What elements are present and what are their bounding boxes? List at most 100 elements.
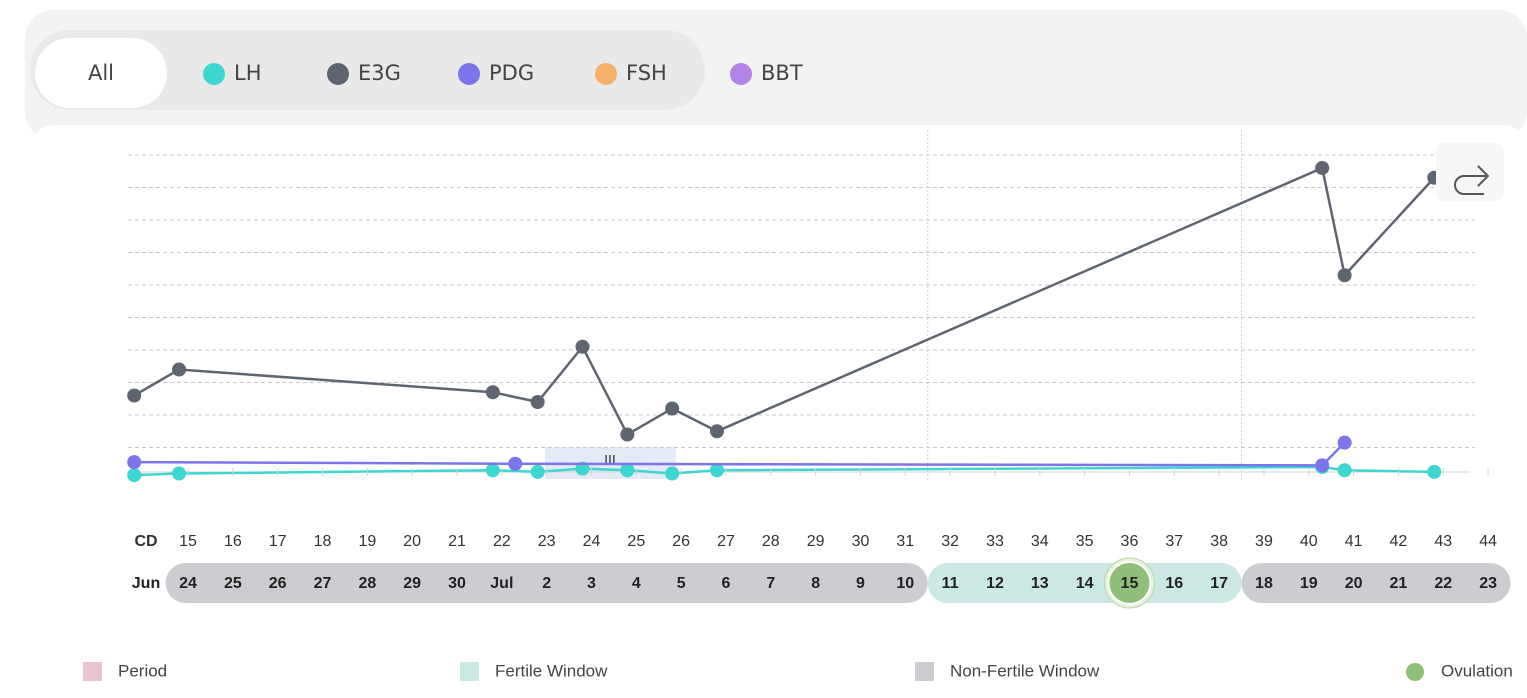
data-point	[485, 385, 500, 400]
date-label: 5	[677, 575, 686, 592]
data-point	[530, 395, 545, 409]
x-tick-label: 17	[269, 533, 287, 550]
scroll-grip: III	[604, 452, 616, 468]
date-label: 18	[1255, 575, 1273, 592]
legend-label: Period	[118, 661, 167, 680]
x-tick-label: 30	[852, 533, 870, 550]
x-tick-label: 40	[1300, 533, 1318, 550]
date-label: 10	[896, 575, 914, 592]
tab-label: E3G	[358, 61, 401, 85]
tab-group	[30, 30, 705, 110]
data-point	[1337, 435, 1352, 450]
legend-swatch	[730, 63, 752, 85]
x-tick-label: 37	[1165, 533, 1183, 550]
date-row-label: Jun	[132, 575, 160, 592]
x-tick-label: 43	[1434, 533, 1452, 550]
x-tick-label: 31	[896, 533, 914, 550]
date-label: 20	[1345, 575, 1363, 592]
x-tick-label: 34	[1031, 533, 1049, 550]
x-tick-label: 19	[358, 533, 376, 550]
date-label: 26	[269, 575, 287, 592]
legend-swatch	[595, 63, 617, 85]
legend-swatch	[83, 662, 102, 681]
share-box[interactable]	[1436, 143, 1504, 201]
x-tick-label: 33	[986, 533, 1004, 550]
date-label: 6	[722, 575, 731, 592]
data-point	[665, 466, 680, 481]
data-point	[620, 463, 635, 478]
data-point	[709, 463, 724, 478]
date-label: 30	[448, 575, 466, 592]
data-point	[127, 468, 142, 483]
chart-card	[30, 125, 1527, 605]
tab-label: LH	[234, 61, 262, 85]
date-label: 17	[1210, 575, 1228, 592]
x-tick-label: 15	[179, 533, 197, 550]
x-tick-label: 35	[1076, 533, 1094, 550]
tab-label[interactable]: All	[88, 61, 114, 85]
date-label: 16	[1165, 575, 1183, 592]
legend-swatch	[327, 63, 349, 85]
legend-label: Non-Fertile Window	[950, 661, 1100, 680]
x-tick-label: 39	[1255, 533, 1273, 550]
x-tick-label: 22	[493, 533, 511, 550]
date-label: 24	[179, 575, 197, 592]
x-tick-label: 18	[314, 533, 332, 550]
tab-label: PDG	[489, 61, 534, 85]
date-label: 22	[1434, 575, 1452, 592]
x-axis-label: CD	[134, 533, 157, 550]
data-point	[665, 401, 680, 416]
legend-swatch	[460, 662, 479, 681]
x-tick-label: 26	[672, 533, 690, 550]
x-tick-label: 41	[1345, 533, 1363, 550]
data-point	[127, 388, 142, 403]
data-point	[530, 464, 545, 479]
date-label: 23	[1479, 575, 1497, 592]
legend-swatch	[1406, 663, 1424, 681]
tab-label: BBT	[761, 61, 803, 85]
data-point	[1337, 463, 1352, 478]
data-point	[127, 455, 142, 470]
x-tick-label: 42	[1390, 533, 1408, 550]
date-label: 3	[587, 575, 596, 592]
share-button[interactable]	[1436, 143, 1504, 201]
data-point	[485, 463, 500, 478]
date-label: 29	[403, 575, 421, 592]
x-tick-label: 27	[717, 533, 735, 550]
legend-swatch	[458, 63, 480, 85]
x-tick-label: 36	[1121, 533, 1139, 550]
date-label: 27	[314, 575, 332, 592]
x-tick-label: 20	[403, 533, 421, 550]
data-point	[575, 339, 590, 354]
date-label: 14	[1076, 575, 1094, 592]
data-point	[1315, 161, 1330, 175]
date-label: 25	[224, 575, 242, 592]
data-point	[1315, 458, 1330, 473]
data-point	[172, 362, 187, 377]
date-label: Jul	[490, 575, 513, 592]
x-tick-label: 29	[807, 533, 825, 550]
series-line	[134, 441, 1346, 467]
x-tick-label: 16	[224, 533, 242, 550]
x-tick-label: 38	[1210, 533, 1228, 550]
tab-label: FSH	[626, 61, 667, 85]
date-label: 4	[632, 575, 641, 592]
tab-all[interactable]	[35, 38, 167, 108]
date-label: 2	[542, 575, 551, 592]
date-label: 7	[766, 575, 775, 592]
date-label: 19	[1300, 575, 1318, 592]
x-tick-label: 44	[1479, 533, 1497, 550]
x-tick-label: 24	[583, 533, 601, 550]
x-tick-label: 28	[762, 533, 780, 550]
data-point	[172, 466, 187, 481]
legend-label: Fertile Window	[495, 661, 608, 680]
date-label: 21	[1390, 575, 1408, 592]
date-label: 13	[1031, 575, 1049, 592]
date-label: 28	[358, 575, 376, 592]
ovulation-marker	[1107, 561, 1152, 605]
phase-band	[1241, 563, 1511, 603]
date-label: 11	[942, 575, 959, 592]
share-icon[interactable]	[1454, 165, 1490, 195]
data-point	[1337, 268, 1352, 283]
